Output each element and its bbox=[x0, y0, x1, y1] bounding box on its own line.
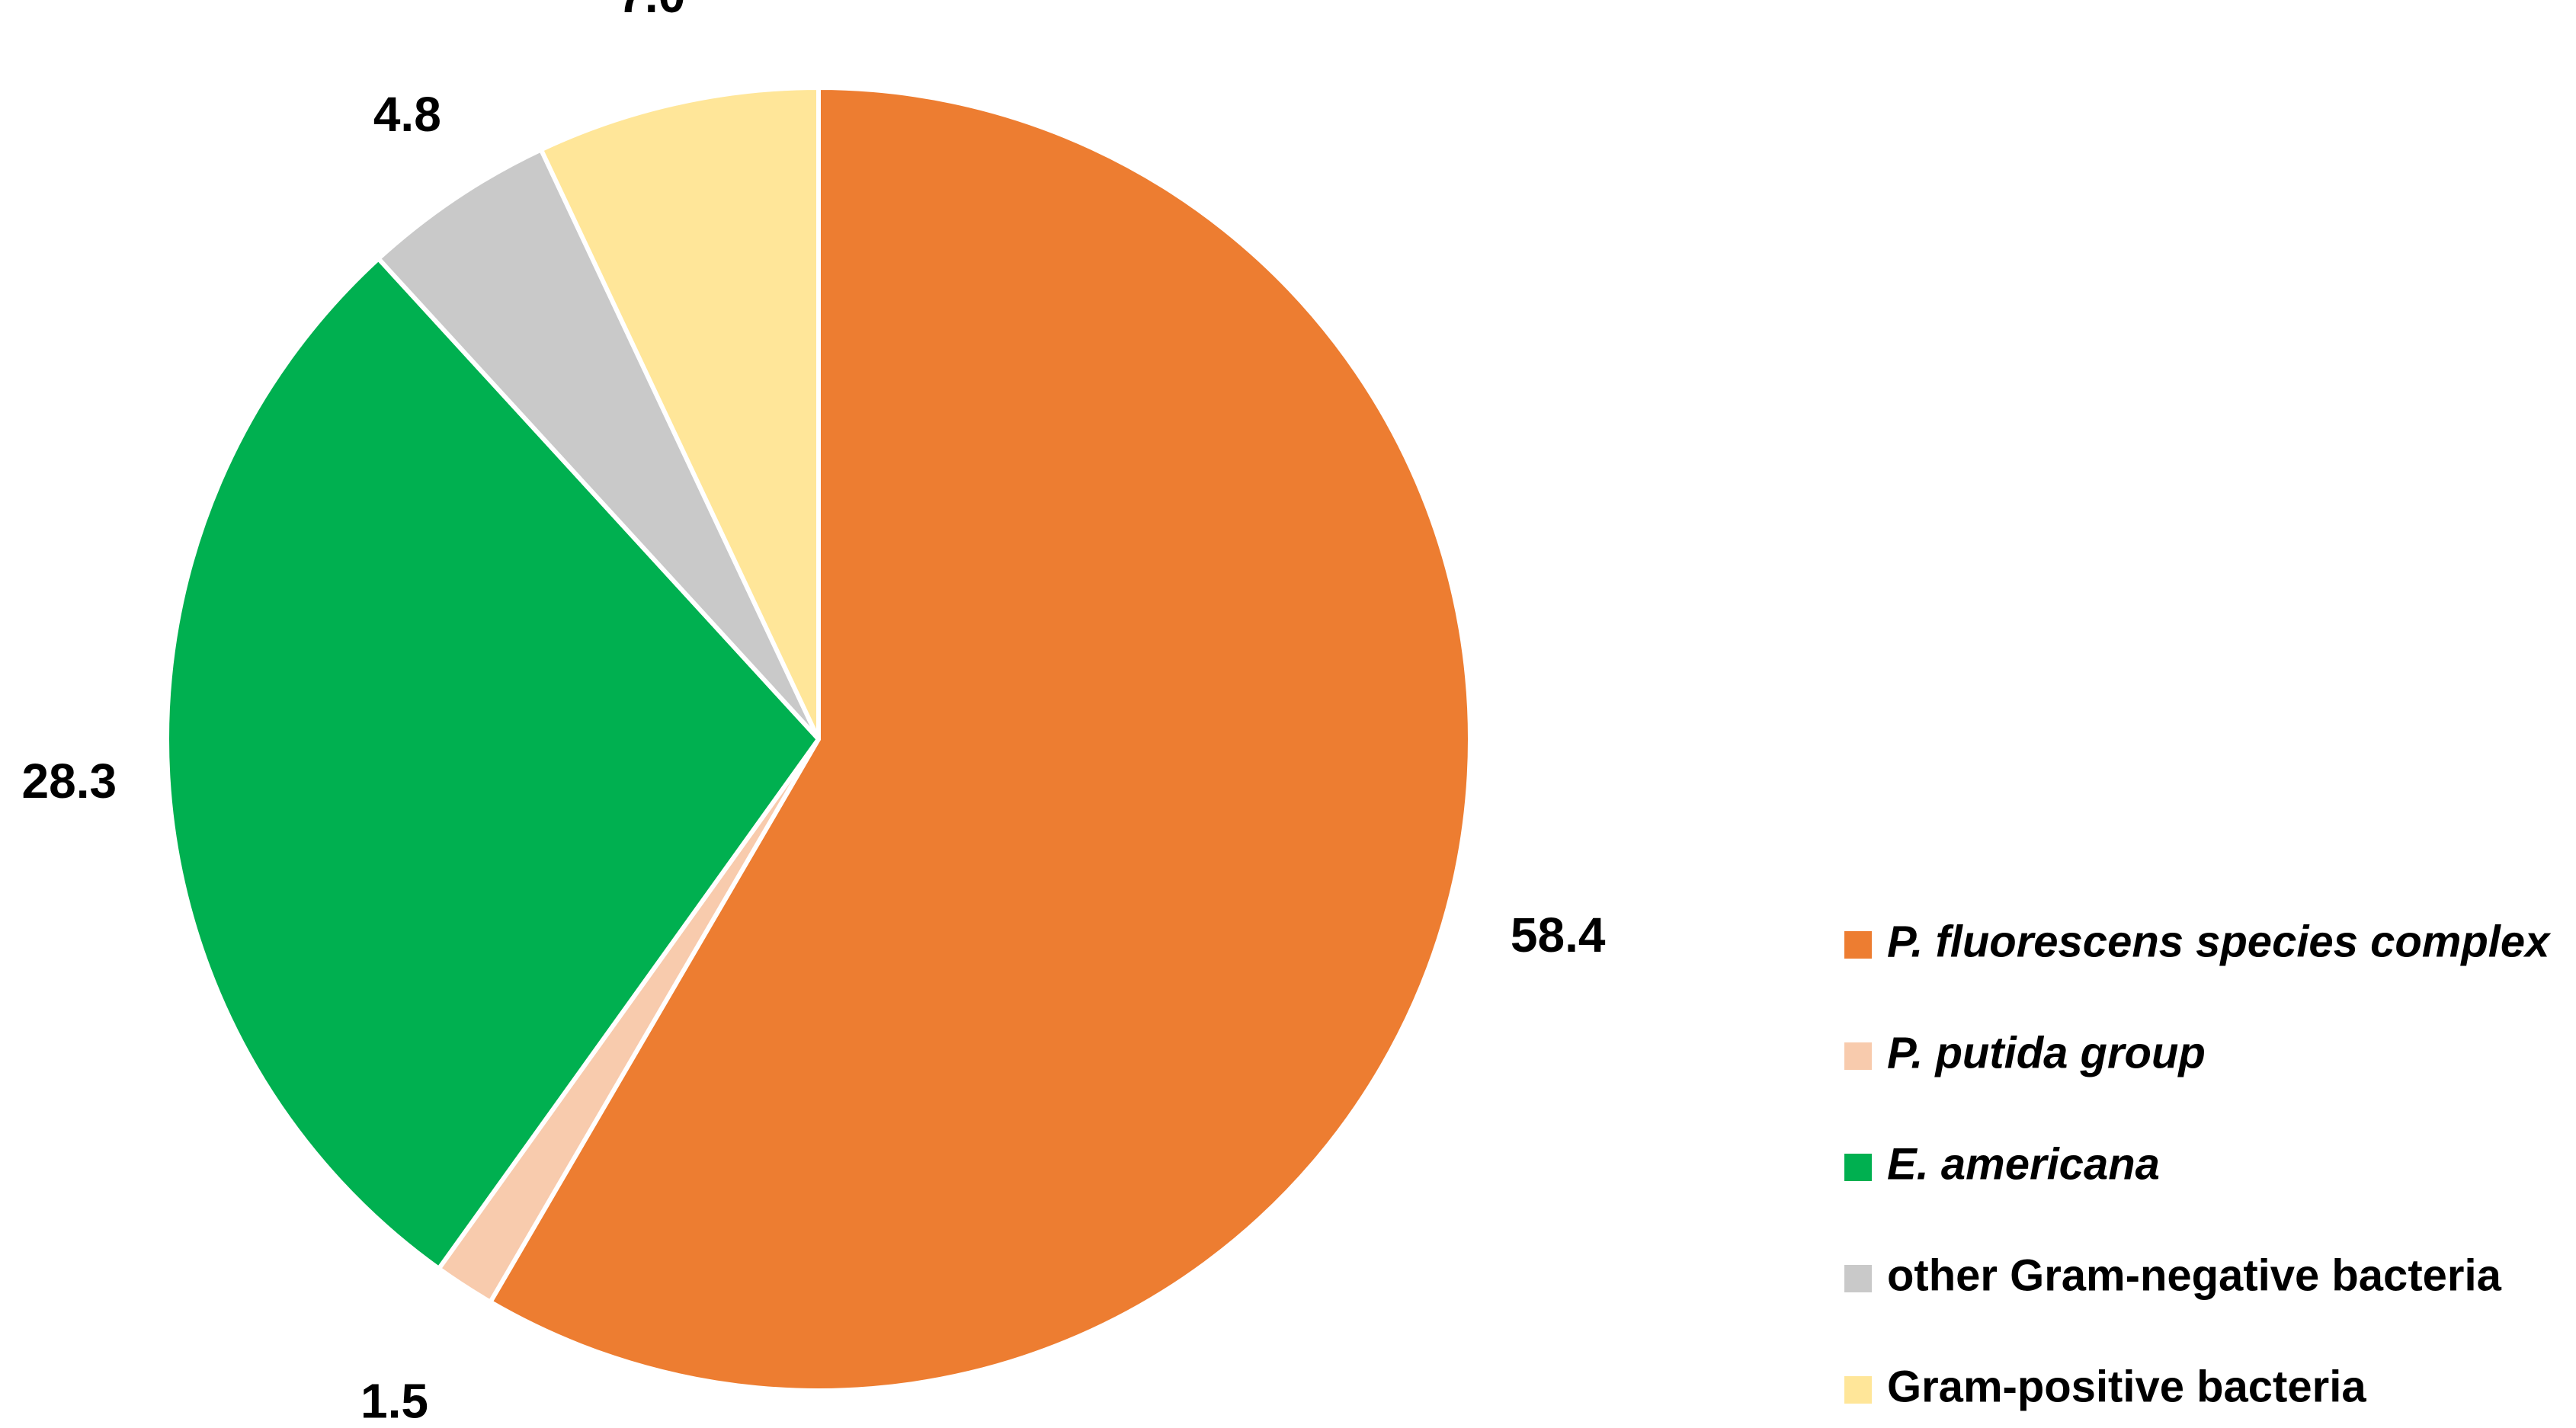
legend-label-1: P. fluorescens species complex bbox=[1887, 917, 2552, 966]
data-label-3: 28.3 bbox=[22, 754, 117, 808]
legend-swatch-4 bbox=[1844, 1265, 1872, 1292]
legend-swatch-3 bbox=[1844, 1154, 1872, 1181]
pie-slice-1 bbox=[488, 85, 1472, 1393]
legend-label-2: P. putida group bbox=[1887, 1028, 2206, 1077]
data-labels: 58.4 1.5 28.3 4.8 7.0 bbox=[22, 0, 1606, 1428]
legend-label-5: Gram-positive bacteria bbox=[1887, 1362, 2366, 1411]
data-label-1: 58.4 bbox=[1511, 908, 1606, 962]
legend-swatch-1 bbox=[1844, 931, 1872, 959]
data-label-2: 1.5 bbox=[360, 1373, 428, 1428]
pie-slices bbox=[165, 85, 1472, 1393]
data-label-5: 7.0 bbox=[617, 0, 685, 23]
pie-slice-4 bbox=[376, 147, 821, 741]
legend-label-4: other Gram-negative bacteria bbox=[1887, 1250, 2502, 1300]
legend-label-3: E. americana bbox=[1887, 1139, 2160, 1189]
pie-slice-5 bbox=[538, 85, 821, 741]
pie-slice-3 bbox=[165, 256, 821, 1271]
data-label-4: 4.8 bbox=[373, 87, 441, 142]
legend-swatch-2 bbox=[1844, 1042, 1872, 1070]
legend-swatch-5 bbox=[1844, 1376, 1872, 1404]
legend: P. fluorescens species complex P. putida … bbox=[1844, 917, 2552, 1411]
